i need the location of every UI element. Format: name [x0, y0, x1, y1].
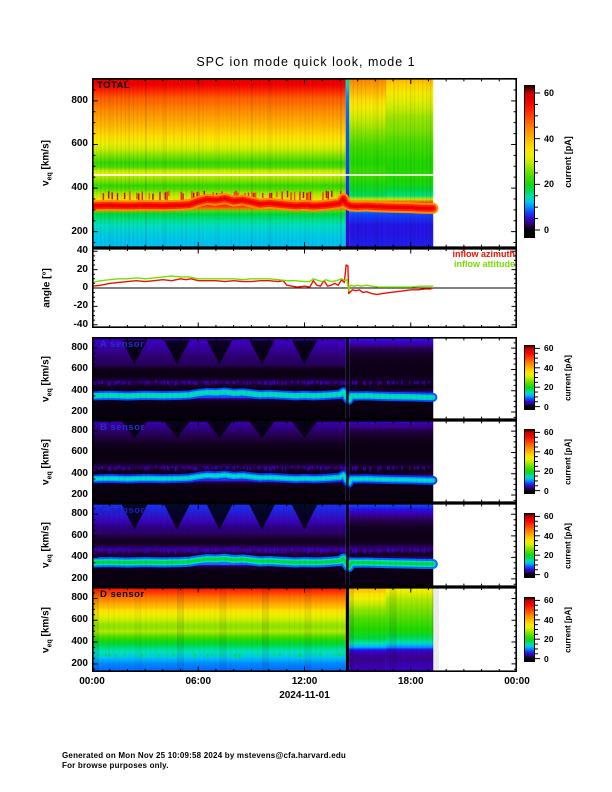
total-canvas: [92, 78, 517, 248]
y-tick-label: 400: [71, 636, 88, 648]
colorbar-tick-label: 20: [544, 550, 554, 561]
y-axis-label-total: veq [km/s]: [40, 140, 54, 186]
y-tick-label: 800: [71, 94, 88, 106]
y-axis-label-b: veq [km/s]: [40, 438, 54, 485]
colorbar-tick-label: 0: [544, 401, 549, 412]
colorbar-c: [524, 513, 542, 578]
x-tick-label: 12:00: [291, 676, 318, 687]
colorbar-tick-label: 60: [544, 427, 554, 438]
panel-label-c-sensor: C sensor: [100, 505, 145, 516]
c-canvas: [92, 503, 517, 587]
angle-tick-label: -20: [73, 300, 88, 312]
colorbar-tick-label: 0: [544, 653, 549, 664]
panel-label-b-sensor: B sensor: [100, 422, 145, 433]
x-tick-label: 18:00: [397, 676, 424, 687]
y-tick-label: 600: [71, 529, 88, 541]
legend-inflow-attitude: inflow attitude: [454, 258, 515, 269]
legend-inflow-azimuth: inflow azimuth: [452, 249, 516, 259]
colorbar-tick-label: 0: [544, 569, 549, 580]
colorbar-tick-label: 40: [544, 133, 555, 144]
y-tick-label: 600: [71, 363, 88, 375]
y-tick-label: 600: [71, 446, 88, 458]
footer-line1: Generated on Mon Nov 25 10:09:58 2024 by…: [62, 751, 347, 760]
y-tick-label: 400: [71, 551, 88, 563]
colorbar-tick-label: 40: [544, 362, 554, 373]
y-tick-label: 800: [71, 592, 88, 604]
y-tick-label: 200: [71, 489, 88, 501]
a-canvas: [92, 337, 517, 420]
x-tick-label: 00:00: [79, 676, 105, 687]
footer-line2: For browse purposes only.: [62, 760, 169, 770]
colorbar-tick-label: 60: [544, 87, 555, 98]
y-axis-label-a: veq [km/s]: [40, 355, 54, 402]
y-tick-label: 600: [71, 138, 88, 150]
colorbar-tick-label: 0: [544, 485, 549, 496]
colorbar-label-c: current [pA]: [563, 522, 573, 569]
y-axis-label-d: veq [km/s]: [40, 606, 54, 653]
y-tick-label: 200: [71, 225, 88, 237]
b-canvas: [92, 420, 517, 503]
panel-label-a-sensor: A sensor: [100, 339, 145, 350]
angle-canvas: [92, 248, 517, 328]
page-title: SPC ion mode quick look, mode 1: [196, 55, 416, 69]
colorbar-label-b: current [pA]: [563, 438, 573, 485]
colorbar-tick-label: 40: [544, 530, 554, 541]
colorbar-a: [524, 345, 542, 410]
date-label: 2024-11-01: [279, 690, 330, 701]
colorbar-tick-label: 20: [544, 179, 555, 190]
d-canvas: [92, 587, 517, 672]
y-tick-label: 800: [71, 508, 88, 520]
x-tick-label: 00:00: [504, 676, 530, 687]
colorbar-tick-label: 40: [544, 446, 554, 457]
y-tick-label: 800: [71, 342, 88, 354]
colorbar-tick-label: 60: [544, 511, 554, 522]
angle-tick-label: 0: [82, 282, 88, 293]
colorbar-d: [524, 597, 542, 662]
panel-label-total: TOTAL: [97, 80, 131, 91]
y-axis-label-c: veq [km/s]: [40, 522, 54, 568]
colorbar-b: [524, 429, 542, 494]
y-tick-label: 600: [71, 614, 88, 626]
y-tick-label: 200: [71, 572, 88, 584]
y-tick-label: 400: [71, 182, 88, 194]
colorbar-tick-label: 60: [544, 343, 554, 354]
colorbar-tick-label: 20: [544, 466, 554, 477]
y-tick-label: 400: [71, 467, 88, 479]
y-tick-label: 800: [71, 425, 88, 437]
y-tick-label: 200: [71, 406, 88, 418]
colorbar-total: [524, 85, 542, 238]
colorbar-tick-label: 20: [544, 382, 554, 393]
colorbar-label-a: current [pA]: [563, 354, 573, 401]
y-axis-label-angle: angle [°]: [41, 268, 53, 308]
colorbar-tick-label: 40: [544, 614, 554, 625]
angle-tick-label: -40: [73, 318, 88, 330]
x-tick-label: 06:00: [185, 676, 212, 687]
colorbar-label-total: current [pA]: [563, 135, 573, 188]
panel-label-d-sensor: D sensor: [100, 589, 145, 600]
footer: Generated on Mon Nov 25 10:09:58 2024 by…: [62, 751, 346, 770]
colorbar-tick-label: 0: [544, 225, 550, 235]
colorbar-tick-label: 20: [544, 634, 554, 645]
angle-tick-label: 40: [76, 245, 88, 257]
y-tick-label: 400: [71, 384, 88, 396]
colorbar-tick-label: 60: [544, 595, 554, 606]
y-tick-label: 200: [71, 657, 88, 669]
angle-tick-label: 20: [76, 263, 88, 275]
colorbar-label-d: current [pA]: [563, 606, 573, 653]
